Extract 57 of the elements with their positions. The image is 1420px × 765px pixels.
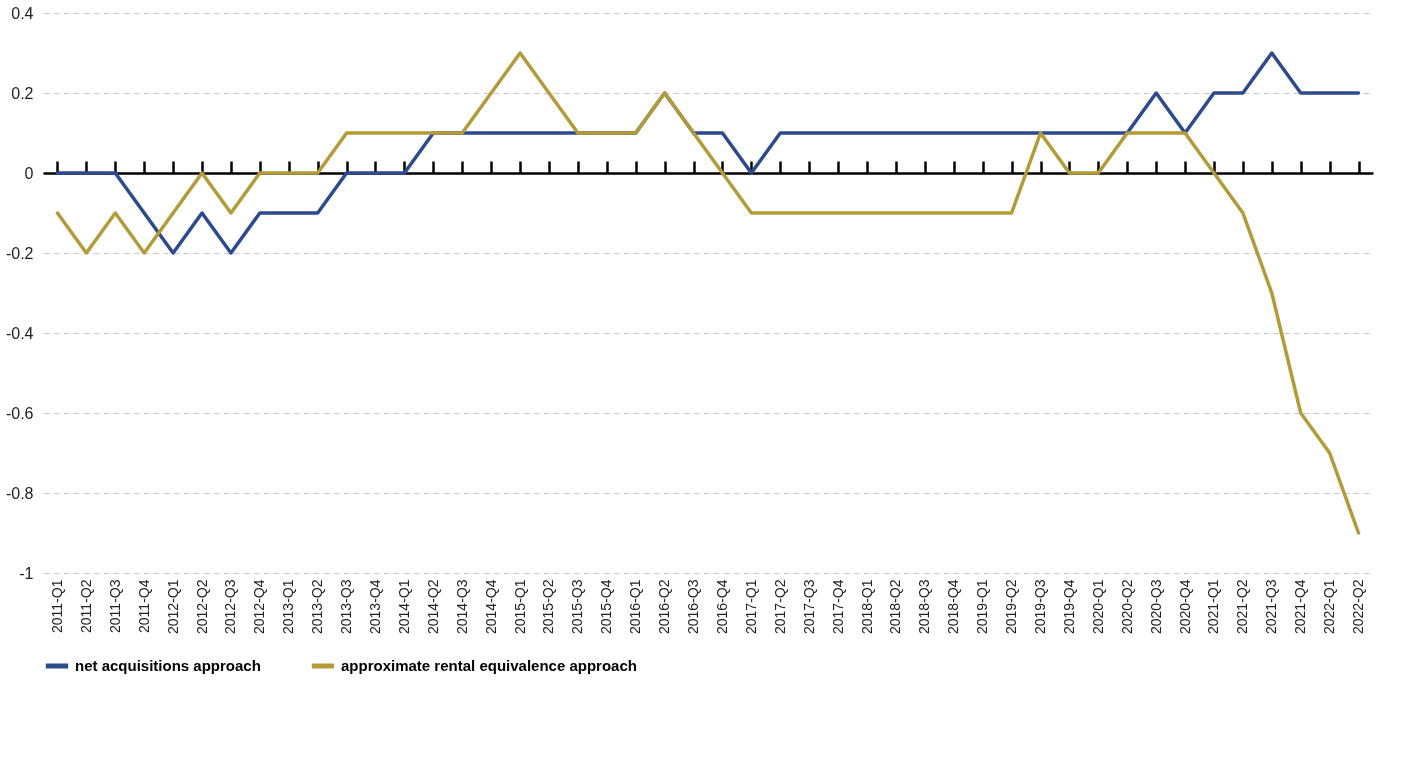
x-tick-label: 2017-Q1 <box>742 579 759 634</box>
y-tick-label: -0.6 <box>5 404 34 422</box>
x-tick-label: 2020-Q2 <box>1118 579 1135 634</box>
x-tick-label: 2020-Q3 <box>1147 579 1164 634</box>
x-tick-label: 2011-Q1 <box>48 579 65 633</box>
x-tick-label: 2013-Q4 <box>367 579 383 634</box>
x-tick-label: 2018-Q3 <box>916 579 933 634</box>
x-tick-label: 2022-Q1 <box>1321 579 1338 634</box>
x-tick-label: 2012-Q4 <box>251 579 268 634</box>
x-tick-label: 2011-Q3 <box>106 579 123 633</box>
x-tick-label: 2012-Q3 <box>222 579 239 634</box>
x-tick-label: 2011-Q4 <box>135 579 152 633</box>
x-tick-label: 2017-Q2 <box>771 579 788 634</box>
x-tick-label: 2016-Q1 <box>627 579 644 634</box>
x-tick-label: 2018-Q1 <box>858 579 875 634</box>
x-tick-label: 2019-Q4 <box>1060 579 1077 634</box>
y-tick-label: -0.8 <box>5 484 34 502</box>
y-tick-label: 0.2 <box>11 84 34 102</box>
x-tick-label: 2016-Q3 <box>685 579 702 634</box>
y-tick-label: -1 <box>19 564 34 582</box>
x-tick-label: 2021-Q3 <box>1263 579 1280 634</box>
x-tick-label: 2020-Q4 <box>1176 579 1193 634</box>
x-tick-label: 2014-Q2 <box>424 579 441 634</box>
x-tick-label: 2014-Q1 <box>395 579 412 634</box>
x-tick-label: 2013-Q3 <box>338 579 355 634</box>
y-tick-label: -0.2 <box>5 244 34 262</box>
x-tick-label: 2012-Q2 <box>193 579 210 634</box>
x-tick-label: 2011-Q2 <box>77 579 94 633</box>
x-tick-label: 2021-Q1 <box>1205 579 1222 634</box>
x-tick-label: 2014-Q4 <box>482 579 499 634</box>
x-tick-label: 2014-Q3 <box>453 579 470 634</box>
x-tick-label: 2015-Q2 <box>540 579 557 634</box>
legend-label: approximate rental equivalence approach <box>341 657 637 674</box>
x-tick-label: 2017-Q4 <box>829 579 846 634</box>
x-tick-label: 2015-Q1 <box>511 579 528 634</box>
x-tick-label: 2019-Q3 <box>1032 579 1048 634</box>
x-tick-label: 2016-Q4 <box>713 579 730 634</box>
legend-label: net acquisitions approach <box>75 657 261 674</box>
y-tick-label: 0 <box>24 164 34 182</box>
x-tick-label: 2020-Q1 <box>1089 579 1106 634</box>
x-tick-label: 2017-Q3 <box>800 579 817 634</box>
x-tick-label: 2013-Q1 <box>280 579 297 634</box>
y-tick-label: -0.4 <box>5 324 34 342</box>
x-tick-label: 2021-Q4 <box>1292 579 1309 634</box>
x-tick-label: 2019-Q2 <box>1003 579 1020 634</box>
x-tick-label: 2019-Q1 <box>974 579 991 634</box>
x-tick-label: 2022-Q2 <box>1350 579 1367 634</box>
x-tick-label: 2018-Q4 <box>945 579 962 634</box>
x-tick-label: 2013-Q2 <box>309 579 326 634</box>
y-tick-label: 0.4 <box>11 4 34 22</box>
x-tick-label: 2018-Q2 <box>887 579 904 634</box>
x-tick-label: 2021-Q2 <box>1234 579 1251 634</box>
x-tick-label: 2012-Q1 <box>164 579 181 634</box>
x-tick-label: 2015-Q3 <box>569 579 586 634</box>
x-tick-label: 2016-Q2 <box>656 579 673 634</box>
x-tick-label: 2015-Q4 <box>598 579 615 634</box>
line-series <box>55 51 1361 535</box>
